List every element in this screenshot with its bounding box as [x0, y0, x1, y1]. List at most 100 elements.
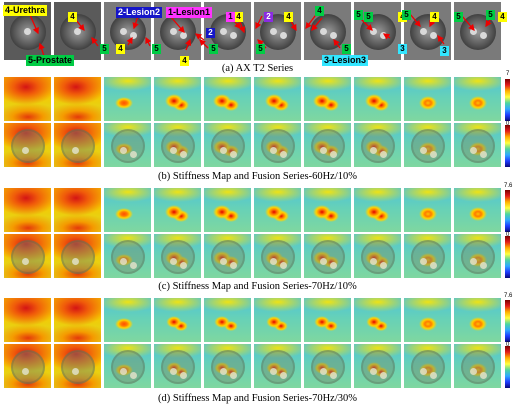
colorbar-d [505, 300, 510, 342]
prostate-overlay [360, 240, 395, 274]
fusion-map-slice [254, 234, 301, 278]
colorbar-d-2 [505, 346, 510, 388]
fusion-map-slice [54, 234, 101, 278]
prostate-overlay [460, 350, 495, 384]
marker-number: 5 [256, 44, 265, 54]
colorbar-b-2 [505, 125, 510, 167]
stiffness-map-slice [4, 188, 51, 232]
caption-d: (d) Stiffness Map and Fusion Series-70Hz… [158, 393, 357, 404]
fusion-map-slice [304, 344, 351, 388]
fusion-map-slice [54, 123, 101, 167]
colorbar-d-min: 0 [506, 342, 510, 348]
fusion-map-slice [154, 234, 201, 278]
fusion-map-slice [454, 344, 501, 388]
prostate-overlay [110, 240, 145, 274]
marker-number: 4 [180, 56, 189, 66]
stiffness-map-slice [254, 188, 301, 232]
colorbar-b-max: 7 [506, 71, 510, 77]
fusion-map-slice [304, 234, 351, 278]
marker-number: 5 [209, 44, 218, 54]
mri-slice [54, 2, 101, 60]
stiffness-map-slice [404, 188, 451, 232]
prostate-overlay [60, 240, 95, 274]
stiffness-map-slice [154, 77, 201, 121]
stiffness-map-slice [254, 298, 301, 342]
colorbar-d-max: 7.6 [504, 293, 513, 299]
marker-number: 4 [498, 12, 507, 22]
prostate-overlay [260, 350, 295, 384]
colorbar-c-max: 7.6 [504, 183, 513, 189]
prostate-overlay [310, 240, 345, 274]
fusion-map-slice [204, 234, 251, 278]
label-lesion3: 3-Lesion3 [322, 55, 369, 66]
prostate-overlay [260, 129, 295, 163]
fusion-map-slice [354, 344, 401, 388]
fusion-map-slice [454, 234, 501, 278]
marker-number: 1 [226, 12, 235, 22]
prostate-overlay [360, 350, 395, 384]
prostate-overlay [410, 240, 445, 274]
fusion-map-slice [204, 123, 251, 167]
caption-c: (c) Stiffness Map and Fusion Series-70Hz… [158, 281, 357, 292]
stiffness-map-slice [104, 298, 151, 342]
marker-number: 5 [402, 10, 411, 20]
fusion-map-slice [104, 123, 151, 167]
fusion-map-slice [404, 344, 451, 388]
prostate-overlay [210, 129, 245, 163]
prostate-overlay [160, 240, 195, 274]
stiffness-map-slice [354, 77, 401, 121]
fusion-map-slice [204, 344, 251, 388]
stiffness-map-slice [154, 188, 201, 232]
stiffness-map-slice [4, 298, 51, 342]
fusion-map-slice [454, 123, 501, 167]
stiffness-map-slice [404, 77, 451, 121]
fusion-map-slice [154, 344, 201, 388]
prostate-overlay [310, 129, 345, 163]
marker-number: 2 [264, 12, 273, 22]
fusion-map-slice [104, 234, 151, 278]
marker-number: 5 [486, 10, 495, 20]
marker-number: 5 [354, 10, 363, 20]
fusion-map-slice [104, 344, 151, 388]
marker-number: 3 [440, 46, 449, 56]
stiffness-map-slice [304, 188, 351, 232]
stiffness-map-slice [204, 298, 251, 342]
marker-number: 5 [364, 12, 373, 22]
fusion-map-slice [354, 123, 401, 167]
prostate-overlay [60, 129, 95, 163]
prostate-overlay [110, 350, 145, 384]
fusion-map-slice [4, 234, 51, 278]
mri-slice [454, 2, 501, 60]
fusion-map-slice [404, 234, 451, 278]
colorbar-c-2 [505, 236, 510, 278]
prostate-overlay [110, 129, 145, 163]
prostate-overlay [310, 350, 345, 384]
caption-b: (b) Stiffness Map and Fusion Series-60Hz… [158, 171, 357, 182]
prostate-overlay [260, 240, 295, 274]
prostate-overlay [410, 350, 445, 384]
fusion-map-slice [54, 344, 101, 388]
marker-number: 4 [315, 6, 324, 16]
marker-number: 3 [398, 44, 407, 54]
fusion-map-slice [4, 123, 51, 167]
prostate-overlay [210, 240, 245, 274]
marker-number: 4 [234, 12, 243, 22]
stiffness-map-slice [454, 298, 501, 342]
marker-number: 4 [430, 12, 439, 22]
colorbar-b-min: 0 [506, 121, 510, 127]
stiffness-map-slice [204, 77, 251, 121]
prostate-overlay [10, 350, 45, 384]
prostate-overlay [410, 129, 445, 163]
fusion-map-slice [254, 344, 301, 388]
stiffness-map-slice [354, 188, 401, 232]
caption-a: (a) AX T2 Series [221, 63, 294, 74]
stiffness-map-slice [54, 77, 101, 121]
fusion-map-slice [404, 123, 451, 167]
marker-number: 5 [342, 44, 351, 54]
stiffness-map-slice [354, 298, 401, 342]
prostate-overlay [160, 129, 195, 163]
fusion-map-slice [254, 123, 301, 167]
stiffness-map-slice [104, 77, 151, 121]
stiffness-map-slice [154, 298, 201, 342]
